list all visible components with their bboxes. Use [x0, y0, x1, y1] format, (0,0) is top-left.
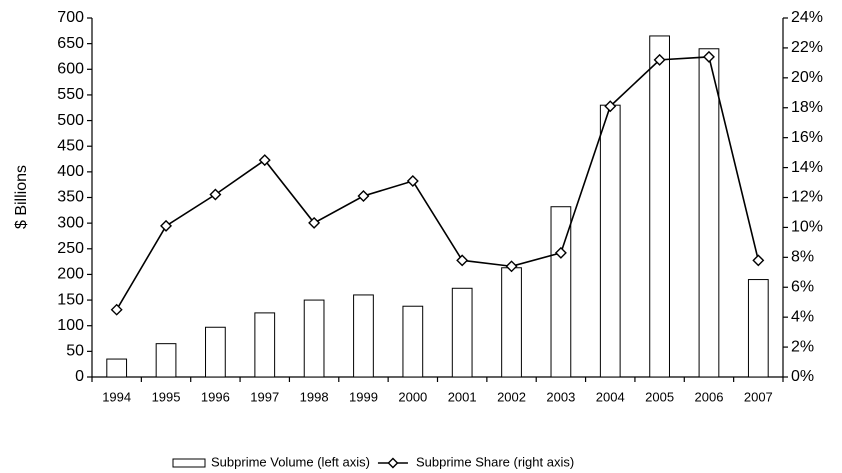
y2-tick-label: 14% [791, 159, 823, 176]
legend-label: Subprime Volume (left axis) [211, 454, 370, 469]
y-tick-label: 200 [57, 266, 84, 283]
y-axis-label: $ Billions [13, 165, 30, 229]
y2-tick-label: 18% [791, 99, 823, 116]
marker [209, 188, 222, 201]
marker [110, 303, 123, 316]
y-tick-label: 300 [57, 214, 84, 231]
y2-tick-label: 20% [791, 69, 823, 86]
bar [303, 299, 325, 378]
marker [554, 246, 567, 259]
y2-tick-label: 2% [791, 338, 814, 355]
x-tick-label: 2007 [744, 389, 773, 404]
y-tick-label: 450 [57, 137, 84, 154]
marker [752, 254, 765, 267]
marker [702, 50, 715, 63]
x-tick-label: 1998 [300, 389, 329, 404]
y-tick-label: 100 [57, 317, 84, 334]
marker [160, 219, 173, 232]
y2-tick-label: 4% [791, 308, 814, 325]
bar [106, 358, 128, 378]
marker [653, 53, 666, 66]
bar [451, 287, 473, 378]
line [115, 56, 760, 311]
y2-tick-label: 0% [791, 368, 814, 385]
x-tick-label: 2003 [546, 389, 575, 404]
y-tick-label: 700 [57, 9, 84, 26]
x-tick-label: 2004 [596, 389, 625, 404]
x-tick-label: 2001 [448, 389, 477, 404]
y-tick-label: 350 [57, 189, 84, 206]
x-tick-label: 2002 [497, 389, 526, 404]
x-tick-label: 1996 [201, 389, 230, 404]
y2-tick-label: 16% [791, 129, 823, 146]
y-tick-label: 50 [66, 343, 84, 360]
x-tick-label: 1997 [250, 389, 279, 404]
y-tick-label: 0 [75, 368, 84, 385]
legend-swatch [172, 458, 206, 468]
bar [747, 279, 769, 378]
bar [254, 312, 276, 378]
bar [649, 35, 670, 378]
marker [406, 175, 419, 188]
bar [698, 48, 720, 378]
y2-tick-label: 6% [791, 278, 814, 295]
bar [501, 267, 522, 378]
y-tick-label: 500 [57, 112, 84, 129]
x-tick-label: 1995 [152, 389, 181, 404]
y2-tick-label: 10% [791, 219, 823, 236]
x-tick-label: 2005 [645, 389, 674, 404]
bar [550, 206, 572, 378]
marker [258, 154, 271, 167]
y-tick-label: 550 [57, 86, 84, 103]
x-tick-label: 1994 [102, 389, 131, 404]
y2-tick-label: 12% [791, 189, 823, 206]
y2-tick-label: 24% [791, 9, 823, 26]
y-tick-label: 600 [57, 61, 84, 78]
x-tick-label: 2000 [398, 389, 427, 404]
x-tick-label: 2006 [695, 389, 724, 404]
y-tick-label: 650 [57, 35, 84, 52]
legend-label: Subprime Share (right axis) [416, 454, 574, 469]
marker [456, 254, 469, 267]
y-tick-label: 150 [57, 291, 84, 308]
legend-marker [387, 457, 399, 469]
marker [604, 100, 617, 113]
y2-tick-label: 22% [791, 39, 823, 56]
bar [155, 343, 177, 378]
marker [357, 190, 370, 202]
bar [205, 326, 226, 378]
y2-tick-label: 8% [791, 249, 814, 266]
y-tick-label: 250 [57, 240, 84, 257]
marker [308, 216, 321, 229]
y-tick-label: 400 [57, 163, 84, 180]
bar [402, 305, 424, 378]
marker [505, 260, 518, 273]
bar [353, 294, 374, 378]
x-tick-label: 1999 [349, 389, 378, 404]
bar [599, 104, 621, 378]
